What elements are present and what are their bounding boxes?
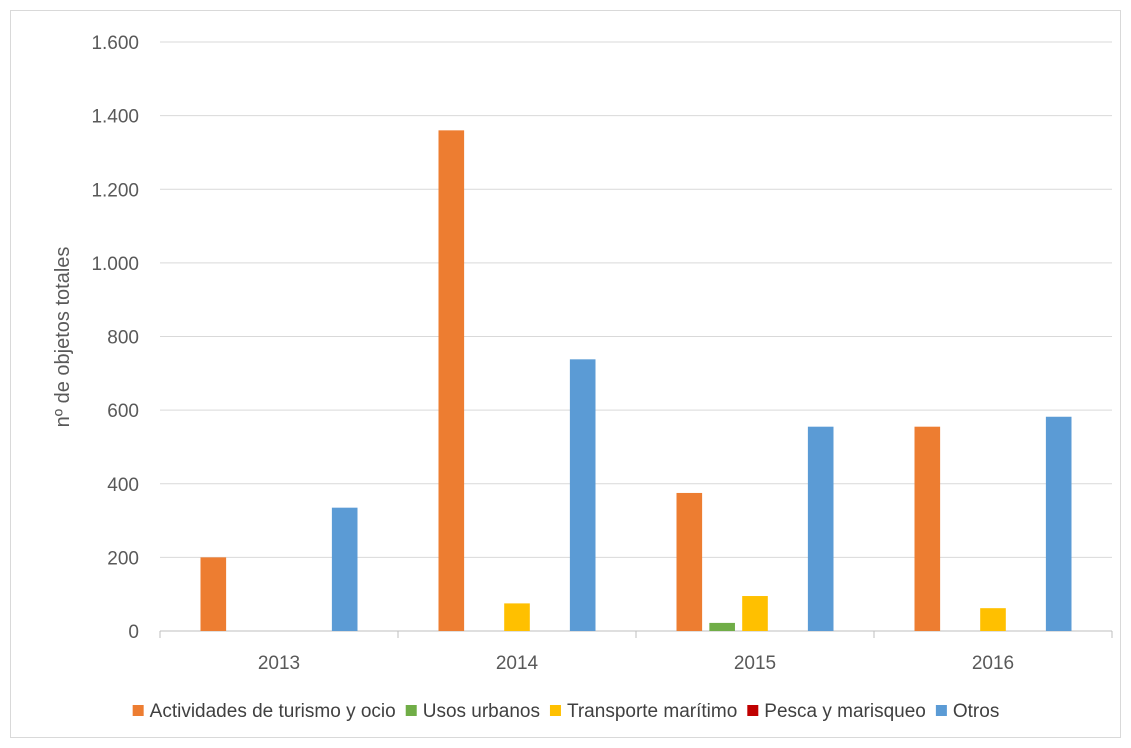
bar-transporte-mar-timo-2015 xyxy=(742,596,768,631)
legend-swatch xyxy=(935,705,947,716)
bar-usos-urbanos-2015 xyxy=(709,622,735,631)
gridlines xyxy=(160,41,1112,632)
y-tick-label: 1.200 xyxy=(91,180,139,201)
bar-otros-2014 xyxy=(569,359,596,631)
legend-label: Actividades de turismo y ocio xyxy=(150,701,396,722)
y-tick-label: 1.000 xyxy=(91,254,139,275)
legend-swatch xyxy=(405,705,417,716)
legend-label: Otros xyxy=(953,701,999,722)
legend-swatch xyxy=(132,705,144,716)
x-tick-label: 2014 xyxy=(496,653,539,674)
bar-otros-2013 xyxy=(331,507,358,631)
y-tick-label: 1.400 xyxy=(91,107,139,128)
bar-actividades-de-turismo-y-ocio-2013 xyxy=(200,557,227,631)
x-tick-label: 2016 xyxy=(972,653,1014,674)
legend: Actividades de turismo y ocio Usos urbano… xyxy=(132,701,999,722)
bar-transporte-mar-timo-2014 xyxy=(504,603,530,631)
bars xyxy=(200,130,1072,631)
y-tick-label: 600 xyxy=(107,401,139,422)
legend-swatch xyxy=(747,705,759,716)
bar-actividades-de-turismo-y-ocio-2014 xyxy=(438,130,465,631)
y-axis-title: nº de objetos totales xyxy=(52,247,74,428)
y-axis-ticks: 0 200 400 600 800 1.000 1.200 1.400 1.600 xyxy=(91,33,139,643)
y-tick-label: 0 xyxy=(128,622,139,643)
bar-actividades-de-turismo-y-ocio-2015 xyxy=(676,492,703,631)
legend-swatch xyxy=(549,705,561,716)
y-tick-label: 800 xyxy=(107,328,139,349)
x-tick-label: 2015 xyxy=(734,653,776,674)
legend-label: Usos urbanos xyxy=(423,701,540,722)
legend-label: Pesca y marisqueo xyxy=(764,701,926,722)
bar-transporte-mar-timo-2016 xyxy=(980,608,1006,631)
bar-otros-2015 xyxy=(807,426,834,631)
legend-label: Transporte marítimo xyxy=(567,701,737,722)
y-tick-label: 200 xyxy=(107,548,139,569)
x-tick-label: 2013 xyxy=(258,653,300,674)
x-axis-ticks: 2013 2014 2015 2016 xyxy=(159,631,1113,674)
bar-otros-2016 xyxy=(1045,416,1072,631)
y-tick-label: 400 xyxy=(107,475,139,496)
bar-actividades-de-turismo-y-ocio-2016 xyxy=(914,426,941,631)
y-tick-label: 1.600 xyxy=(91,33,139,54)
